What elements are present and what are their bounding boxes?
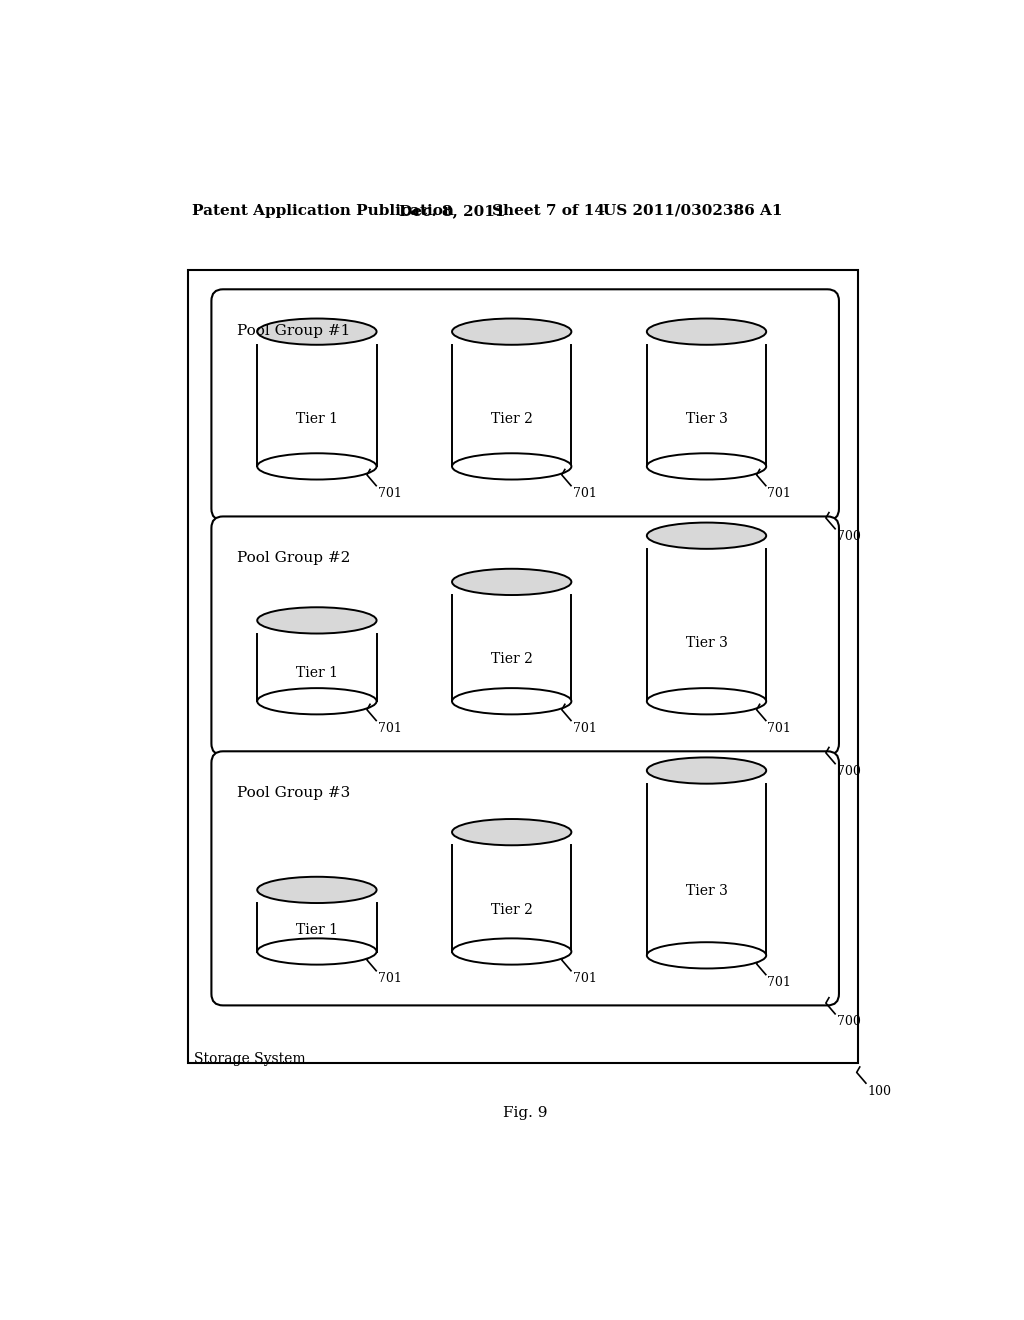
Text: Pool Group #2: Pool Group #2 [237, 552, 350, 565]
Text: Dec. 8, 2011: Dec. 8, 2011 [398, 203, 505, 218]
Ellipse shape [257, 688, 377, 714]
Ellipse shape [257, 318, 377, 345]
Ellipse shape [647, 758, 766, 784]
Text: 701: 701 [767, 487, 792, 500]
FancyBboxPatch shape [188, 271, 858, 1063]
Text: Sheet 7 of 14: Sheet 7 of 14 [493, 203, 605, 218]
Text: 701: 701 [572, 722, 596, 735]
Ellipse shape [452, 939, 571, 965]
Polygon shape [257, 634, 377, 701]
Text: 701: 701 [378, 973, 401, 985]
Text: 700: 700 [837, 531, 860, 544]
Text: 701: 701 [572, 973, 596, 985]
Ellipse shape [647, 942, 766, 969]
Text: 700: 700 [837, 766, 860, 779]
Polygon shape [257, 903, 377, 952]
FancyBboxPatch shape [211, 751, 839, 1006]
Text: Patent Application Publication: Patent Application Publication [193, 203, 455, 218]
Polygon shape [452, 345, 571, 466]
Ellipse shape [257, 876, 377, 903]
Polygon shape [647, 784, 766, 956]
Text: Tier 2: Tier 2 [490, 652, 532, 667]
Text: 701: 701 [378, 487, 401, 500]
Polygon shape [647, 345, 766, 466]
Text: 100: 100 [867, 1085, 892, 1098]
Text: Tier 1: Tier 1 [296, 923, 338, 937]
Text: Fig. 9: Fig. 9 [503, 1106, 547, 1121]
Ellipse shape [647, 453, 766, 479]
Polygon shape [452, 845, 571, 952]
Ellipse shape [257, 453, 377, 479]
Ellipse shape [452, 318, 571, 345]
Text: Tier 1: Tier 1 [296, 412, 338, 426]
Text: Pool Group #3: Pool Group #3 [237, 785, 350, 800]
Text: 701: 701 [572, 487, 596, 500]
Ellipse shape [452, 569, 571, 595]
Ellipse shape [452, 818, 571, 845]
Ellipse shape [257, 607, 377, 634]
Polygon shape [452, 595, 571, 701]
Text: 701: 701 [767, 722, 792, 735]
Text: 700: 700 [837, 1015, 860, 1028]
Ellipse shape [452, 688, 571, 714]
Text: Tier 1: Tier 1 [296, 667, 338, 680]
Text: 701: 701 [767, 977, 792, 989]
Text: Tier 3: Tier 3 [686, 636, 727, 651]
Text: US 2011/0302386 A1: US 2011/0302386 A1 [603, 203, 782, 218]
Text: Storage System: Storage System [195, 1052, 306, 1065]
Text: Pool Group #1: Pool Group #1 [237, 323, 350, 338]
Text: Tier 2: Tier 2 [490, 903, 532, 916]
Polygon shape [257, 345, 377, 466]
Ellipse shape [452, 453, 571, 479]
Ellipse shape [647, 688, 766, 714]
Text: 701: 701 [378, 722, 401, 735]
Ellipse shape [647, 318, 766, 345]
Text: Tier 3: Tier 3 [686, 412, 727, 426]
Text: Tier 3: Tier 3 [686, 883, 727, 898]
Text: Tier 2: Tier 2 [490, 412, 532, 426]
FancyBboxPatch shape [211, 516, 839, 755]
Ellipse shape [647, 523, 766, 549]
Polygon shape [647, 549, 766, 701]
Ellipse shape [257, 939, 377, 965]
FancyBboxPatch shape [211, 289, 839, 520]
